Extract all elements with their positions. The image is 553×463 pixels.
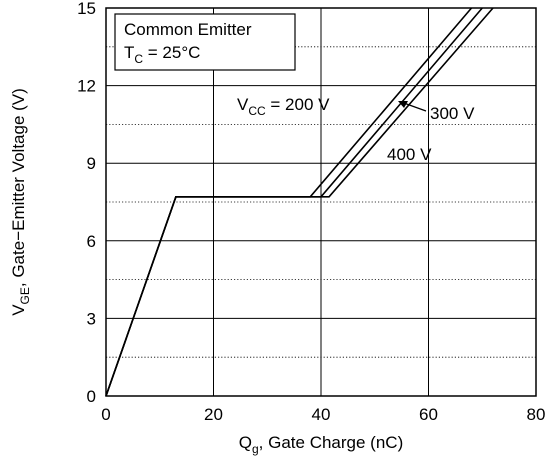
y-tick-label: 15 (77, 0, 96, 18)
annotation-300v: 300 V (430, 104, 475, 123)
series-line-3 (105, 7, 494, 397)
y-tick-label: 9 (87, 154, 96, 173)
condition-box: Common Emitter TC = 25°C (114, 13, 296, 71)
y-tick-label: 12 (77, 77, 96, 96)
tick-labels: 0 20 40 60 80 0 3 6 9 12 15 (77, 0, 545, 424)
grid (106, 8, 536, 396)
condition-line-1: Common Emitter (124, 20, 252, 39)
condition-line-2: TC = 25°C (124, 43, 200, 66)
annotation-vcc-200v: VCC = 200 V (237, 95, 330, 118)
condition-box-frame (114, 13, 296, 71)
x-tick-label: 80 (527, 405, 546, 424)
x-axis-title: Qg, Gate Charge (nC) (239, 433, 403, 456)
x-tick-label: 40 (312, 405, 331, 424)
x-tick-label: 0 (101, 405, 110, 424)
plot-frame (105, 7, 537, 397)
y-tick-label: 3 (87, 309, 96, 328)
x-tick-label: 20 (204, 405, 223, 424)
y-tick-label: 0 (87, 387, 96, 406)
y-axis-title: VGE, Gate−Emitter Voltage (V) (9, 88, 32, 316)
annotation-400v: 400 V (387, 145, 432, 164)
x-tick-label: 60 (419, 405, 438, 424)
y-tick-label: 6 (87, 232, 96, 251)
arrow-head-icon (398, 101, 408, 108)
